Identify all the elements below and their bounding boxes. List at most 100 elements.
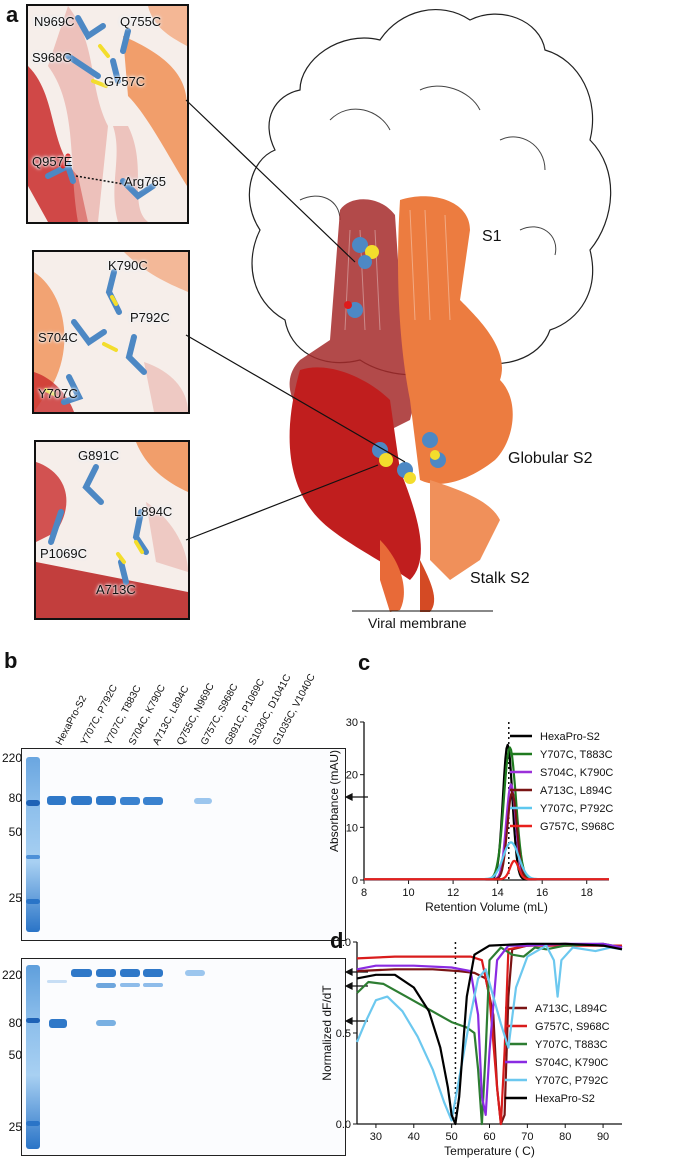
gel-band	[185, 970, 205, 976]
x-tick-label: 80	[559, 1131, 571, 1143]
gel-band	[71, 969, 92, 977]
residue-label: Q957E	[32, 154, 73, 169]
panel-c-label: c	[358, 650, 371, 675]
residue-label: P1069C	[40, 546, 87, 561]
gel-band	[49, 1019, 67, 1028]
y-axis-label: Normalized dF/dT	[320, 985, 334, 1081]
inset-1-structure	[28, 6, 187, 222]
y-axis-label: Absorbance (mAU)	[330, 750, 341, 852]
x-tick-label: 12	[447, 887, 459, 899]
disulfide-spheres	[344, 237, 446, 484]
gel-band	[96, 969, 116, 977]
gel-band	[120, 983, 140, 987]
gel-band	[71, 796, 92, 805]
series-line	[364, 841, 609, 881]
legend-entry: HexaPro-S2	[535, 1093, 595, 1105]
gel-band	[96, 983, 116, 988]
x-tick-label: 60	[483, 1131, 495, 1143]
y-tick-label: 0.0	[336, 1119, 351, 1131]
residue-label: S704C	[38, 330, 78, 345]
ladder	[26, 757, 40, 932]
mw-marker: 50	[8, 825, 22, 839]
gel-band	[143, 983, 163, 987]
residue-label: A713C	[96, 582, 136, 597]
panel-b-label: b	[4, 648, 18, 673]
residue-label: G757C	[104, 74, 146, 89]
legend-entry: Y707C, T883C	[535, 1039, 608, 1051]
mw-marker: 220	[1, 968, 22, 982]
y-tick-label: 10	[346, 822, 358, 834]
x-tick-label: 40	[408, 1131, 420, 1143]
gel-band	[194, 798, 212, 804]
mw-marker: 25	[8, 1120, 22, 1134]
inset-2: K790C P792C S704C Y707C	[32, 250, 190, 414]
legend-entry: A713C, L894C	[540, 785, 612, 797]
mw-marker: 220	[1, 751, 22, 765]
mw-marker: 25	[8, 891, 22, 905]
residue-label: K790C	[108, 258, 148, 273]
protomer-orange	[398, 196, 513, 484]
x-tick-label: 18	[581, 887, 593, 899]
x-tick-label: 50	[446, 1131, 458, 1143]
residue-label: N969C	[34, 14, 75, 29]
gel-arrows	[344, 793, 368, 1025]
inset-1: N969C Q755C S968C G757C Q957E Arg765	[26, 4, 189, 224]
stalk-s2-label: Stalk S2	[470, 570, 530, 587]
series-line	[355, 944, 623, 1122]
residue-label: Arg765	[124, 174, 166, 189]
inset-3-structure	[36, 442, 188, 618]
x-tick-label: 14	[492, 887, 504, 899]
x-axis-label: Temperature ( C)	[444, 1144, 535, 1158]
chart-d: 30 40 50 60 70 80 90 0.0 0.5 1.0 Temperature ( C) N…	[320, 937, 623, 1158]
viral-membrane-label: Viral membrane	[368, 615, 467, 631]
mw-marker: 50	[8, 1048, 22, 1062]
gel-band	[143, 969, 163, 977]
y-tick-label: 0.5	[336, 1028, 351, 1040]
residue-label: Q755C	[120, 14, 162, 29]
gel-bottom	[21, 958, 346, 1156]
legend-entry: G757C, S968C	[540, 821, 615, 833]
legend-entry: HexaPro-S2	[540, 731, 600, 743]
x-axis-label: Retention Volume (mL)	[425, 900, 548, 914]
panel-a-label: a	[6, 2, 19, 27]
gel-band	[120, 969, 140, 977]
chart-c: 8 10 12 14 16 18 0 10 20 30 Retention Volume (mL) A…	[330, 717, 615, 914]
gel-band	[47, 796, 66, 805]
y-tick-label: 1.0	[336, 937, 351, 949]
legend-entry: Y707C, P792C	[540, 803, 613, 815]
x-tick-label: 16	[536, 887, 548, 899]
residue-label: L894C	[134, 504, 173, 519]
inset-3: G891C L894C P1069C A713C	[34, 440, 190, 620]
legend-entry: A713C, L894C	[535, 1003, 607, 1015]
legend-entry: S704C, K790C	[535, 1057, 608, 1069]
y-tick-label: 20	[346, 770, 358, 782]
s1-label: S1	[482, 228, 502, 245]
series-line	[356, 942, 623, 1126]
panel-d-label: d	[330, 928, 344, 953]
series-line	[364, 859, 609, 881]
gel-band	[120, 797, 140, 805]
gel-band	[96, 1020, 116, 1026]
ladder	[26, 965, 40, 1149]
x-tick-label: 30	[370, 1131, 382, 1143]
x-tick-label: 10	[402, 887, 414, 899]
mw-marker: 80	[8, 1016, 22, 1030]
inset-2-structure	[34, 252, 188, 412]
x-tick-label: 90	[597, 1131, 609, 1143]
gel-top	[21, 748, 346, 941]
globular-s2-label: Globular S2	[508, 450, 593, 467]
x-tick-label: 70	[521, 1131, 533, 1143]
y-tick-label: 0	[352, 875, 358, 887]
y-tick-label: 30	[346, 717, 358, 729]
residue-label: Y707C	[38, 386, 78, 401]
mw-marker: 80	[8, 791, 22, 805]
residue-label: G891C	[78, 448, 120, 463]
residue-label: S968C	[32, 50, 72, 65]
gel-band	[143, 797, 163, 805]
legend-entry: S704C, K790C	[540, 767, 613, 779]
gel-band	[96, 796, 116, 805]
spike-structure	[185, 9, 612, 612]
legend-entry: G757C, S968C	[535, 1021, 610, 1033]
legend-entry: Y707C, P792C	[535, 1075, 608, 1087]
x-tick-label: 8	[361, 887, 367, 899]
